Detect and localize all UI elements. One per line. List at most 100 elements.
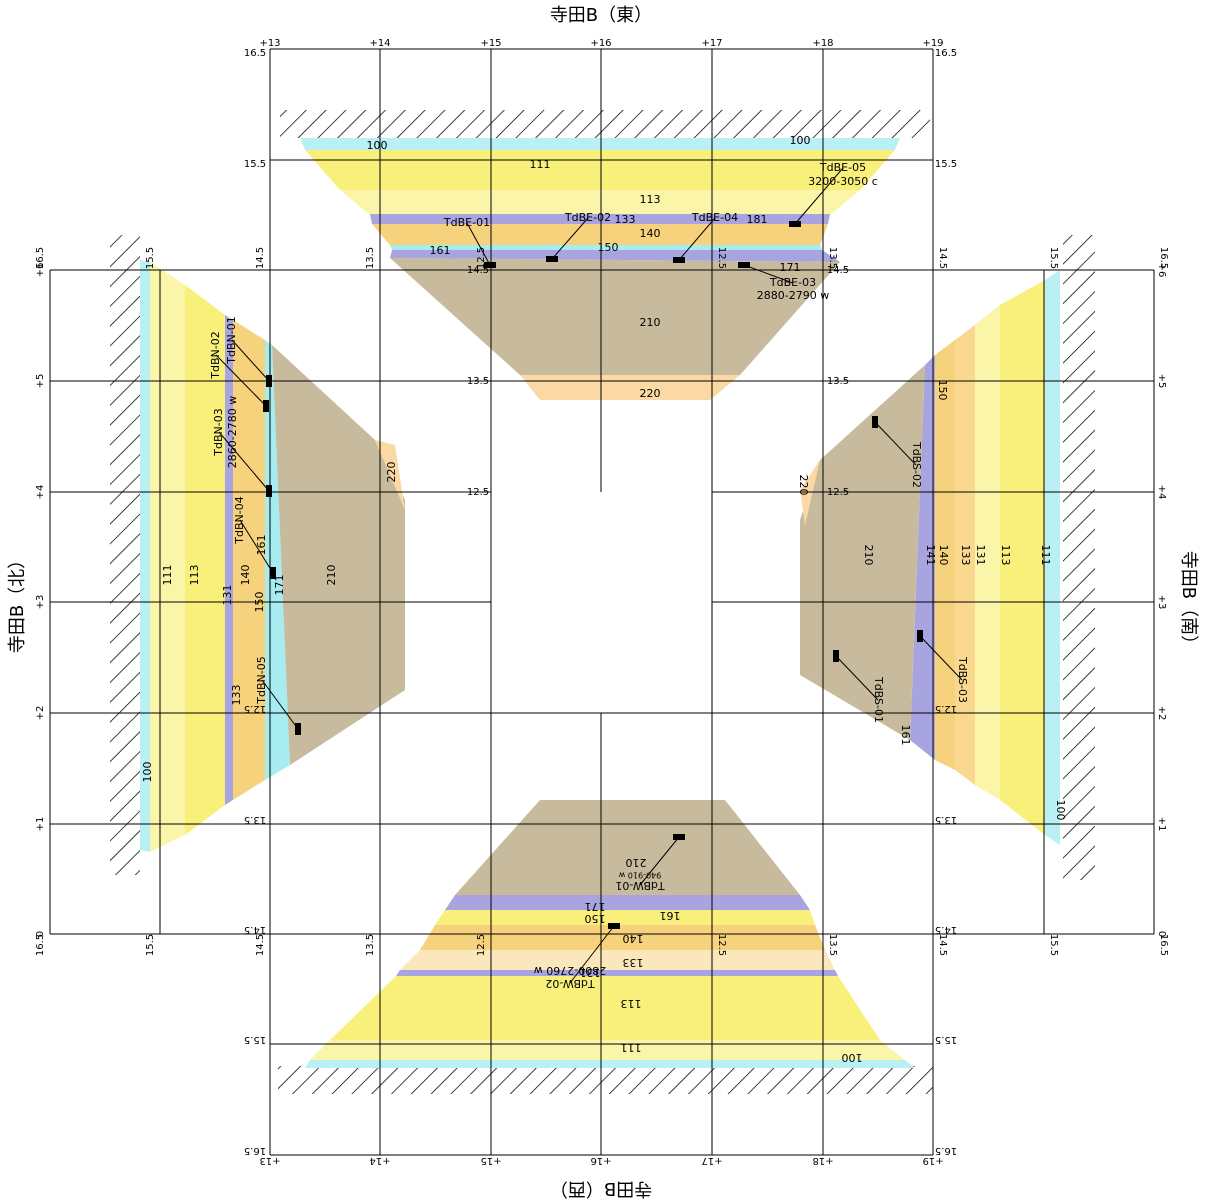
elevation-label: 15.5 xyxy=(145,934,156,956)
layer-label: 220 xyxy=(385,462,398,483)
layer-label: 171 xyxy=(780,261,801,274)
layer-label: 131 xyxy=(974,545,987,566)
elevation-label: 15.5 xyxy=(244,159,266,170)
elevation-label: 15.5 xyxy=(145,247,156,269)
layer-label: 161 xyxy=(255,535,268,556)
title: 寺田B（南） xyxy=(1178,551,1199,653)
layer-label: 140 xyxy=(937,545,950,566)
layer-label: 210 xyxy=(626,856,647,869)
elevation-label: 14.5 xyxy=(937,934,948,956)
layer-label: 140 xyxy=(623,932,644,945)
layer-label: 100 xyxy=(790,134,811,147)
layer-label: 111 xyxy=(621,1041,642,1054)
sample-label: TdBS-03 xyxy=(956,656,969,703)
elevation-label: 16.5 xyxy=(35,247,46,269)
layer-label: 150 xyxy=(598,241,619,254)
section-drawing: 寺田B（東）寺田B（北）寺田B（南）寺田B（西）+13+13+14+14+15+… xyxy=(0,0,1208,1203)
elevation-label: 15.5 xyxy=(244,1034,266,1045)
layer-label: 133 xyxy=(623,956,644,969)
elevation-label: 16.5 xyxy=(935,48,957,59)
layer-label: 150 xyxy=(936,380,949,401)
sample-label: TdBN-02 xyxy=(209,331,222,379)
sample-note: 2860-2780 w xyxy=(226,396,239,468)
elevation-label: 12.5 xyxy=(467,487,489,498)
station-label: +4 xyxy=(35,485,46,500)
layer-label: 161 xyxy=(899,725,912,746)
station-label: +17 xyxy=(701,38,722,49)
sample-label: TdBN-01 xyxy=(225,316,238,364)
station-label: +1 xyxy=(1156,817,1167,832)
sample-label: TdBW-01 xyxy=(615,879,665,892)
station-label: +2 xyxy=(1156,706,1167,721)
sample-label: TdBN-04 xyxy=(233,496,246,544)
north-section xyxy=(140,260,405,852)
sample-label: TdBS-02 xyxy=(910,441,923,488)
layer-label: 133 xyxy=(615,213,636,226)
elevation-label: 15.5 xyxy=(935,1034,957,1045)
sample-label: TdBE-01 xyxy=(443,216,490,229)
layer-label: 113 xyxy=(621,997,642,1010)
elevation-label: 14.5 xyxy=(255,247,266,269)
layer-label: 113 xyxy=(640,193,661,206)
elevation-label: 12.5 xyxy=(935,703,957,714)
station-label: +4 xyxy=(1156,485,1167,500)
layer-label: 161 xyxy=(430,244,451,257)
elevation-label: 16.5 xyxy=(244,1145,266,1156)
station-label: +14 xyxy=(369,1155,390,1166)
elevation-label: 14.5 xyxy=(935,924,957,935)
elevation-label: 16.5 xyxy=(35,934,46,956)
layer-label: 100 xyxy=(141,762,154,783)
sample-label: TdBE-02 xyxy=(564,211,611,224)
sample-note: 3200-3050 c xyxy=(808,175,878,188)
elevation-label: 16.5 xyxy=(1158,934,1169,956)
station-label: +2 xyxy=(35,706,46,721)
sample-label: TdBE-03 xyxy=(769,276,816,289)
station-label: +15 xyxy=(480,1155,501,1166)
sample-note: 2880-2790 w xyxy=(757,289,829,302)
elevation-label: 12.5 xyxy=(476,934,487,956)
layer-label: 133 xyxy=(959,545,972,566)
layer-label: 210 xyxy=(862,545,875,566)
layer-label: 161 xyxy=(660,909,681,922)
sample-label: TdBW-02 xyxy=(545,977,595,990)
sample-label: TdBS-01 xyxy=(872,676,885,723)
sample-note: 2800-2760 w xyxy=(534,964,606,977)
sample-label: TdBN-03 xyxy=(212,408,225,456)
layer-label: 111 xyxy=(530,158,551,171)
elevation-label: 13.5 xyxy=(365,247,376,269)
elevation-label: 15.5 xyxy=(935,159,957,170)
elevation-label: 14.5 xyxy=(937,247,948,269)
layer-label: 141 xyxy=(924,545,937,566)
layer-label: 133 xyxy=(230,685,243,706)
station-label: +15 xyxy=(480,38,501,49)
elevation-label: 14.5 xyxy=(244,924,266,935)
layer-label: 210 xyxy=(325,565,338,586)
layer-label: 113 xyxy=(188,565,201,586)
layer-label: 100 xyxy=(367,139,388,152)
layer-label: 181 xyxy=(747,213,768,226)
station-label: +3 xyxy=(35,595,46,610)
sample-label: TdBE-05 xyxy=(819,161,866,174)
elevation-label: 16.5 xyxy=(244,48,266,59)
station-label: +18 xyxy=(812,1155,833,1166)
layer-label: 220 xyxy=(797,475,810,496)
elevation-label: 12.5 xyxy=(716,934,727,956)
elevation-label: 13.5 xyxy=(244,814,266,825)
layer-label: 111 xyxy=(1039,545,1052,566)
elevation-label: 13.5 xyxy=(365,934,376,956)
station-label: +17 xyxy=(701,1155,722,1166)
station-label: +16 xyxy=(590,38,611,49)
elevation-label: 14.5 xyxy=(255,934,266,956)
elevation-label: 16.5 xyxy=(935,1145,957,1156)
elevation-label: 13.5 xyxy=(827,934,838,956)
layer-label: 171 xyxy=(585,900,606,913)
elevation-label: 16.5 xyxy=(1158,247,1169,269)
layer-label: 220 xyxy=(640,387,661,400)
sample-label: TdBN-05 xyxy=(255,656,268,704)
station-label: +16 xyxy=(590,1155,611,1166)
layer-label: 210 xyxy=(640,316,661,329)
station-label: +1 xyxy=(35,817,46,832)
layer-label: 131 xyxy=(221,585,234,606)
layer-label: 140 xyxy=(239,565,252,586)
elevation-label: 12.5 xyxy=(716,247,727,269)
